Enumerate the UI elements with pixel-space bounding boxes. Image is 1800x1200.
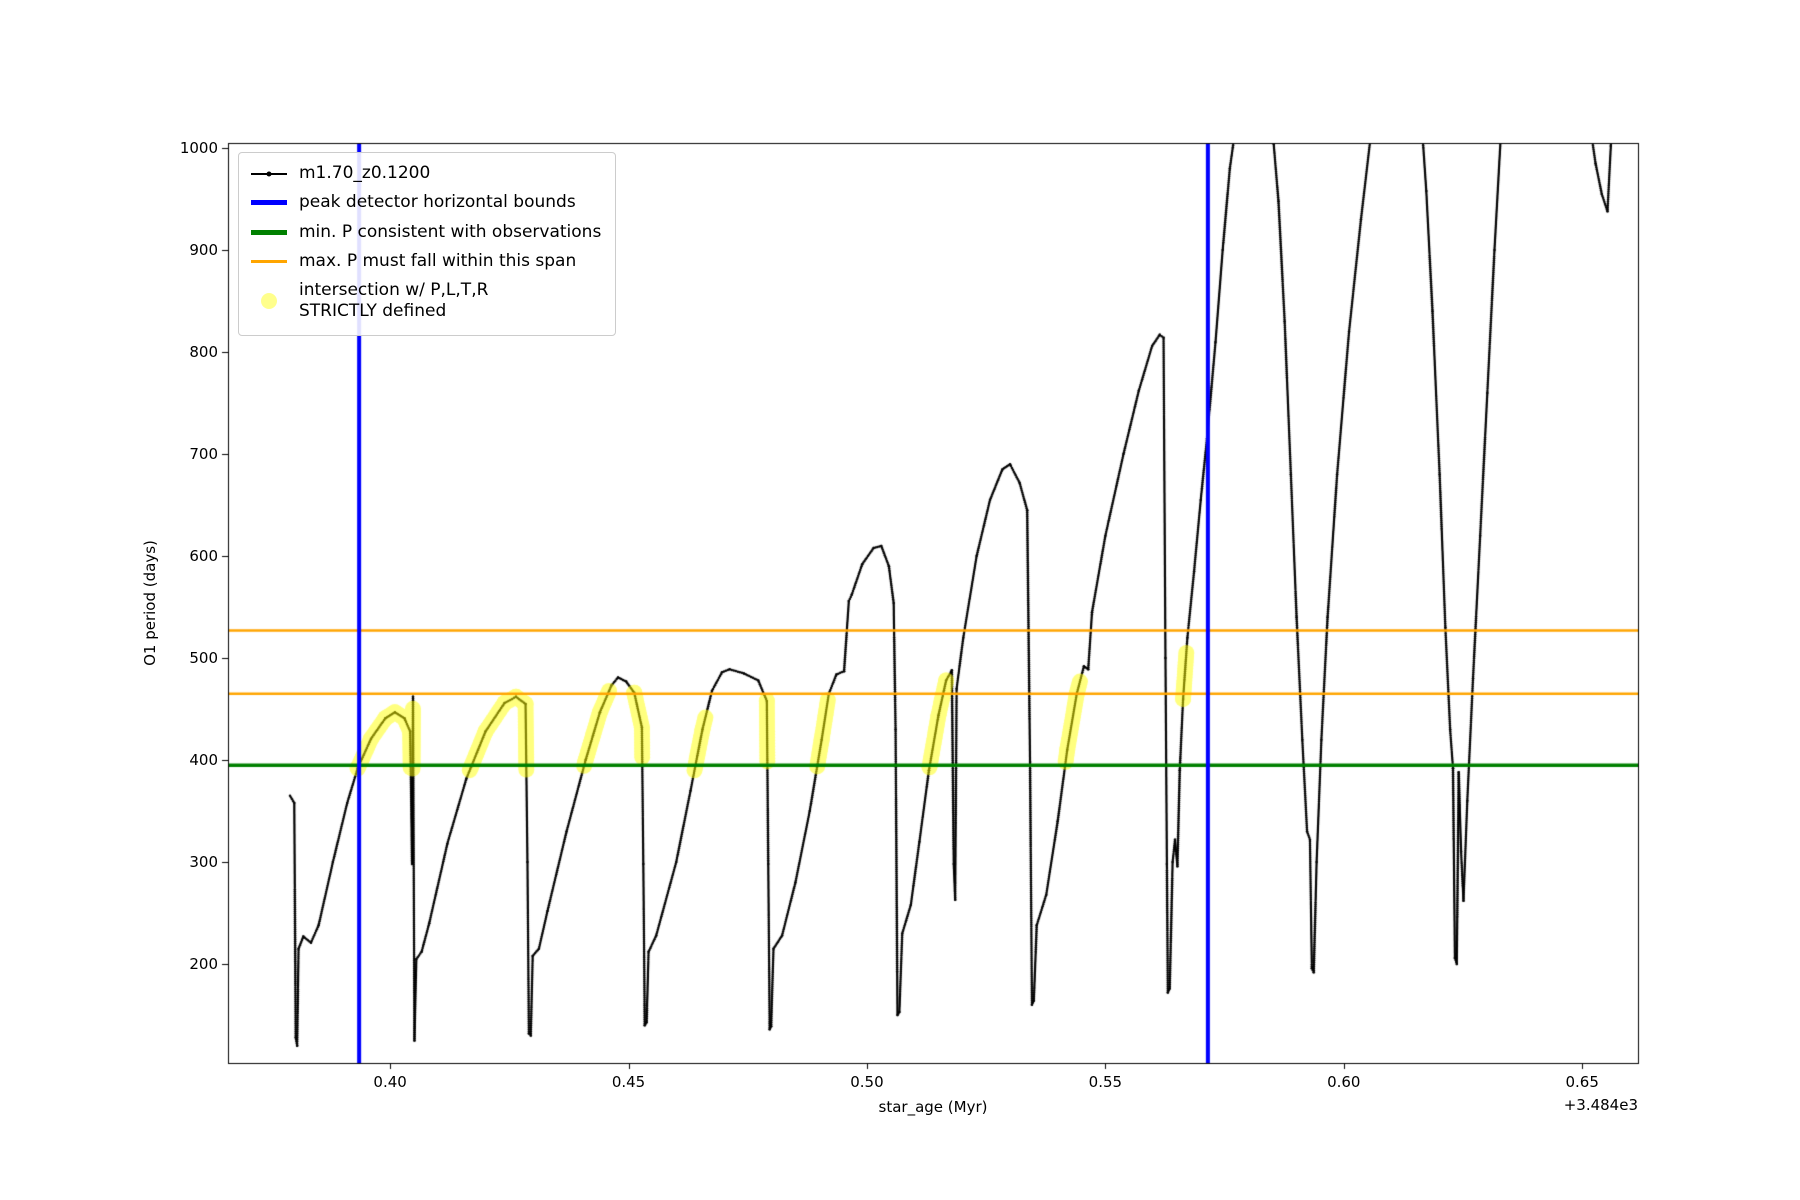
legend-entry-min-p: min. P consistent with observations: [251, 222, 601, 243]
yellow-marker-swatch: [251, 292, 287, 310]
legend: m1.70_z0.1200 peak detector horizontal b…: [238, 152, 617, 336]
blue-line-swatch: [251, 194, 287, 212]
y-axis-label: O1 period (days): [141, 540, 159, 666]
legend-entry-max-p: max. P must fall within this span: [251, 251, 601, 272]
x-tick-label: 0.45: [611, 1073, 646, 1091]
x-tick-label: 0.55: [1088, 1073, 1123, 1091]
series-line-swatch: [251, 165, 287, 183]
y-tick-label: 300: [189, 853, 218, 872]
legend-label: min. P consistent with observations: [299, 221, 602, 242]
x-axis-offset-label: +3.484e3: [1563, 1096, 1638, 1114]
green-line-swatch: [251, 223, 287, 241]
x-tick-label: 0.50: [850, 1073, 884, 1091]
y-tick-label: 500: [189, 649, 218, 668]
orange-line-swatch: [251, 252, 287, 270]
legend-label: m1.70_z0.1200: [299, 163, 431, 183]
legend-label-line2: STRICTLY defined: [299, 301, 447, 322]
legend-label: max. P must fall within this span: [299, 250, 577, 271]
dot-marker-icon: [266, 171, 272, 177]
x-tick-label: 0.60: [1327, 1073, 1361, 1091]
y-tick-label: 400: [189, 751, 218, 770]
x-axis-label: star_age (Myr): [878, 1098, 988, 1116]
y-tick-label: 600: [189, 547, 218, 566]
legend-label: peak detector horizontal bounds: [299, 192, 576, 213]
y-tick-label: 700: [189, 445, 218, 464]
legend-entry-series: m1.70_z0.1200: [251, 163, 601, 184]
legend-entry-intersection: intersection w/ P,L,T,R STRICTLY defined: [251, 280, 601, 323]
x-tick-label: 0.40: [373, 1073, 407, 1091]
legend-entry-peak-bounds: peak detector horizontal bounds: [251, 192, 601, 213]
legend-label: intersection w/ P,L,T,R STRICTLY defined: [299, 280, 488, 323]
y-tick-label: 800: [189, 343, 218, 362]
y-tick-label: 900: [189, 241, 218, 260]
x-tick-label: 0.65: [1565, 1073, 1599, 1091]
y-tick-label: 200: [189, 955, 218, 974]
y-tick-label: 1000: [179, 139, 218, 158]
legend-label-line1: intersection w/ P,L,T,R: [299, 280, 489, 300]
